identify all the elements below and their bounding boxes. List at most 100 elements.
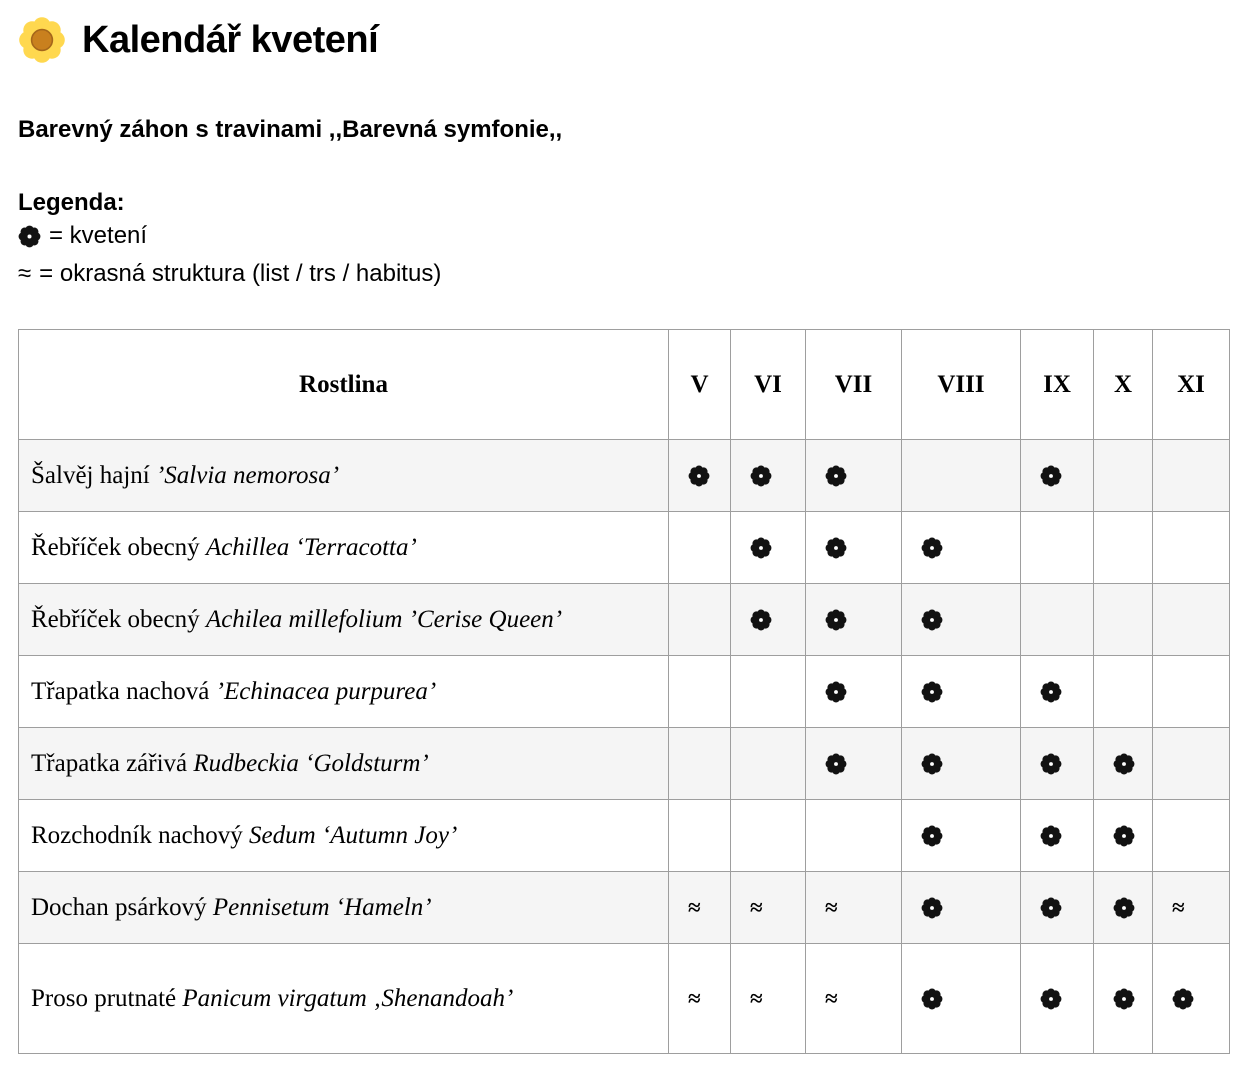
month-column-header: VI bbox=[730, 329, 806, 440]
bloom-cell bbox=[805, 655, 902, 728]
bloom-cell bbox=[901, 583, 1021, 656]
flower-icon bbox=[1040, 465, 1062, 486]
plant-name-cell: Proso prutnaté Panicum virgatum ‚Shenand… bbox=[18, 943, 669, 1054]
wave-icon: ≈ bbox=[688, 985, 701, 1011]
flower-icon bbox=[1040, 988, 1062, 1009]
bloom-cell bbox=[1020, 511, 1094, 584]
plant-species-name: Sedum ‘Autumn Joy’ bbox=[249, 821, 458, 849]
table-row: Řebříček obecný Achilea millefolium ’Cer… bbox=[18, 583, 1230, 656]
bloom-cell bbox=[730, 583, 806, 656]
wave-icon: ≈ bbox=[1172, 894, 1185, 920]
flower-icon bbox=[1113, 753, 1135, 774]
month-column-header: V bbox=[668, 329, 731, 440]
wave-icon: ≈ bbox=[825, 894, 838, 920]
bloom-cell bbox=[1152, 799, 1230, 872]
flower-icon bbox=[750, 609, 772, 630]
plant-common-name: Třapatka zářivá bbox=[31, 749, 194, 777]
flower-icon bbox=[825, 753, 847, 774]
legend-item-structure: ≈ = okrasná struktura (list / trs / habi… bbox=[18, 255, 1230, 293]
table-body: Šalvěj hajní ’Salvia nemorosa’ Řebříček o… bbox=[18, 439, 1230, 1054]
table-header: Rostlina V VI VII VIII IX X XI bbox=[18, 329, 1230, 440]
bloom-cell bbox=[1152, 655, 1230, 728]
bloom-cell bbox=[730, 439, 806, 512]
plant-species-name: Achilea millefolium ’Cerise Queen’ bbox=[205, 605, 563, 633]
flower-icon bbox=[688, 465, 710, 486]
plant-name-cell: Dochan psárkový Pennisetum ‘Hameln’ bbox=[18, 871, 669, 944]
bloom-calendar-table: Rostlina V VI VII VIII IX X XI Šalvěj hajní ’Sa… bbox=[18, 329, 1230, 1054]
legend-item-text: = kvetení bbox=[49, 222, 148, 249]
plant-species-name: Rudbeckia ‘Goldsturm’ bbox=[193, 749, 429, 777]
bloom-cell bbox=[668, 583, 731, 656]
bloom-cell bbox=[805, 439, 902, 512]
bloom-cell bbox=[1020, 799, 1094, 872]
page-title-row: Kalendář kvetení bbox=[18, 16, 1230, 64]
plant-name-cell: Třapatka zářivá Rudbeckia ‘Goldsturm’ bbox=[18, 727, 669, 800]
flower-icon bbox=[921, 537, 943, 558]
legend-heading: Legenda: bbox=[18, 189, 125, 216]
month-column-header: VIII bbox=[901, 329, 1021, 440]
plant-name-cell: Řebříček obecný Achillea ‘Terracotta’ bbox=[18, 511, 669, 584]
flower-icon bbox=[825, 609, 847, 630]
wave-icon: ≈ bbox=[750, 985, 763, 1011]
legend-item-flowering: = kvetení bbox=[18, 217, 1230, 255]
flower-icon bbox=[750, 465, 772, 486]
flower-icon bbox=[921, 897, 943, 918]
bloom-cell bbox=[1020, 583, 1094, 656]
flower-icon bbox=[1040, 897, 1062, 918]
bloom-cell bbox=[901, 655, 1021, 728]
bloom-cell bbox=[805, 511, 902, 584]
plant-name-cell: Šalvěj hajní ’Salvia nemorosa’ bbox=[18, 439, 669, 512]
plant-common-name: Rozchodník nachový bbox=[31, 821, 250, 849]
flower-icon bbox=[1040, 753, 1062, 774]
bloom-cell bbox=[1152, 583, 1230, 656]
flower-icon bbox=[825, 681, 847, 702]
bloom-cell bbox=[1152, 511, 1230, 584]
bloom-cell bbox=[668, 727, 731, 800]
bloom-cell bbox=[1093, 799, 1153, 872]
flower-icon bbox=[921, 753, 943, 774]
bloom-cell bbox=[1093, 439, 1153, 512]
plant-species-name: ’Salvia nemorosa’ bbox=[155, 461, 340, 489]
plant-common-name: Řebříček obecný bbox=[31, 533, 206, 561]
table-row: Šalvěj hajní ’Salvia nemorosa’ bbox=[18, 439, 1230, 512]
document-page: Kalendář kvetení Barevný záhon s travina… bbox=[18, 16, 1230, 1054]
wave-icon: ≈ bbox=[750, 894, 763, 920]
plant-name-cell: Třapatka nachová ’Echinacea purpurea’ bbox=[18, 655, 669, 728]
bloom-cell bbox=[1020, 655, 1094, 728]
flower-icon bbox=[18, 225, 41, 248]
bloom-cell bbox=[901, 799, 1021, 872]
bloom-cell bbox=[805, 727, 902, 800]
flower-icon bbox=[921, 988, 943, 1009]
bloom-cell bbox=[668, 655, 731, 728]
table-row: Třapatka zářivá Rudbeckia ‘Goldsturm’ bbox=[18, 727, 1230, 800]
bloom-cell bbox=[1020, 727, 1094, 800]
flower-icon bbox=[1040, 825, 1062, 846]
bloom-cell bbox=[668, 439, 731, 512]
bloom-cell bbox=[805, 583, 902, 656]
bloom-cell bbox=[1093, 727, 1153, 800]
bloom-cell bbox=[1152, 727, 1230, 800]
bloom-cell bbox=[805, 799, 902, 872]
bloom-cell: ≈ bbox=[730, 871, 806, 944]
bloom-cell bbox=[1093, 871, 1153, 944]
bloom-cell bbox=[901, 439, 1021, 512]
flower-icon bbox=[825, 465, 847, 486]
plant-common-name: Šalvěj hajní bbox=[31, 461, 156, 489]
bloom-cell bbox=[668, 511, 731, 584]
table-row: Rozchodník nachový Sedum ‘Autumn Joy’ bbox=[18, 799, 1230, 872]
plant-column-header: Rostlina bbox=[18, 329, 669, 440]
bloom-cell bbox=[901, 871, 1021, 944]
month-column-header: X bbox=[1093, 329, 1153, 440]
bloom-cell bbox=[1020, 871, 1094, 944]
table-row: Třapatka nachová ’Echinacea purpurea’ bbox=[18, 655, 1230, 728]
wave-icon: ≈ bbox=[825, 985, 838, 1011]
bloom-cell bbox=[730, 727, 806, 800]
flower-icon bbox=[1040, 681, 1062, 702]
plant-species-name: Achillea ‘Terracotta’ bbox=[205, 533, 417, 561]
bloom-cell bbox=[1093, 655, 1153, 728]
table-row: Proso prutnaté Panicum virgatum ‚Shenand… bbox=[18, 943, 1230, 1054]
blossom-flower-icon bbox=[18, 16, 66, 64]
plant-common-name: Dochan psárkový bbox=[31, 893, 213, 921]
table-row: Dochan psárkový Pennisetum ‘Hameln’ ≈ ≈ ≈ ≈ bbox=[18, 871, 1230, 944]
bloom-cell bbox=[901, 727, 1021, 800]
